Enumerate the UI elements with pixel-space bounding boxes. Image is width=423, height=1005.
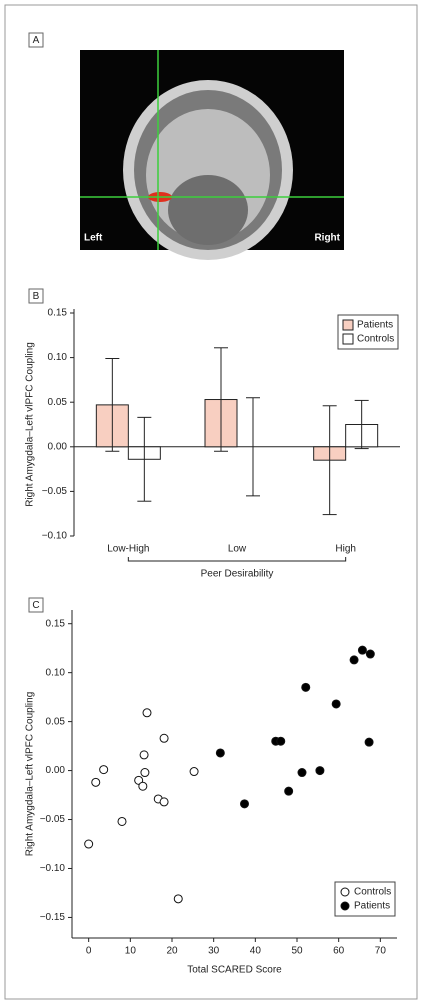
point [349, 655, 359, 665]
point [142, 708, 152, 718]
y-tick-label: −0.05 [42, 486, 68, 497]
x-tick-label: 60 [333, 946, 345, 957]
y-tick-label: 0.15 [48, 308, 68, 319]
point [91, 777, 101, 787]
x-tick-label: 70 [375, 946, 387, 957]
legend-label: Patients [354, 901, 390, 912]
x-tick-label: High [335, 544, 356, 555]
point [365, 649, 375, 659]
y-tick-label: −0.05 [40, 814, 66, 825]
point [315, 766, 325, 776]
y-tick-label: 0.10 [48, 352, 68, 363]
x-tick-label: 40 [250, 946, 262, 957]
point [139, 750, 149, 760]
panel-label-box [28, 288, 44, 304]
panel-label-box [28, 597, 44, 613]
point [215, 748, 225, 758]
panel-label: A [33, 35, 40, 46]
y-tick-label: 0.00 [46, 765, 66, 776]
point [138, 781, 148, 791]
x-bracket [127, 557, 347, 562]
x-tick-label: 50 [291, 946, 303, 957]
point [159, 797, 169, 807]
y-axis-label: Right Amygdala–Left vlPFC Coupling [25, 342, 36, 507]
x-tick-label: Low-High [107, 544, 149, 555]
x-tick-label: 10 [125, 946, 137, 957]
point [240, 799, 249, 809]
point [117, 816, 127, 826]
x-tick-label: 30 [208, 946, 220, 957]
legend-swatch [342, 319, 354, 331]
point [364, 737, 374, 747]
x-tick-label: 0 [86, 946, 92, 957]
legend-swatch [342, 333, 354, 345]
point [357, 645, 367, 655]
x-axis-label: Total SCARED Score [187, 965, 282, 976]
y-tick-label: −0.10 [40, 863, 66, 874]
y-tick-label: 0.10 [46, 667, 66, 678]
y-tick-label: 0.05 [48, 397, 68, 408]
point [331, 699, 341, 709]
legend-label: Controls [357, 334, 394, 345]
brain-image [80, 50, 344, 260]
panel-label: B [33, 291, 40, 302]
frame [4, 4, 418, 1000]
y-tick-label: 0.00 [48, 441, 68, 452]
y-tick-label: −0.15 [40, 912, 66, 923]
y-tick-label: 0.15 [46, 618, 66, 629]
point [189, 767, 199, 777]
point [140, 768, 150, 778]
image-left-label: Left [84, 233, 103, 244]
x-tick-label: 20 [166, 946, 178, 957]
point [276, 736, 286, 746]
legend-label: Patients [357, 320, 393, 331]
x-tick-label: Low [228, 544, 247, 555]
point [159, 733, 169, 743]
point [173, 894, 183, 904]
image-right-label: Right [314, 233, 340, 244]
legend-label: Controls [354, 887, 391, 898]
point [84, 839, 94, 849]
y-tick-label: −0.10 [42, 531, 68, 542]
point [301, 682, 311, 692]
panel-label: C [32, 600, 39, 611]
x-axis-label: Peer Desirability [201, 569, 274, 580]
point [99, 765, 109, 775]
legend-marker [340, 887, 350, 897]
panel-label-box [28, 32, 44, 48]
point [284, 786, 294, 796]
legend-marker [340, 901, 350, 911]
y-axis-label: Right Amygdala–Left vlPFC Coupling [25, 692, 36, 857]
y-tick-label: 0.05 [46, 716, 66, 727]
point [297, 768, 307, 778]
